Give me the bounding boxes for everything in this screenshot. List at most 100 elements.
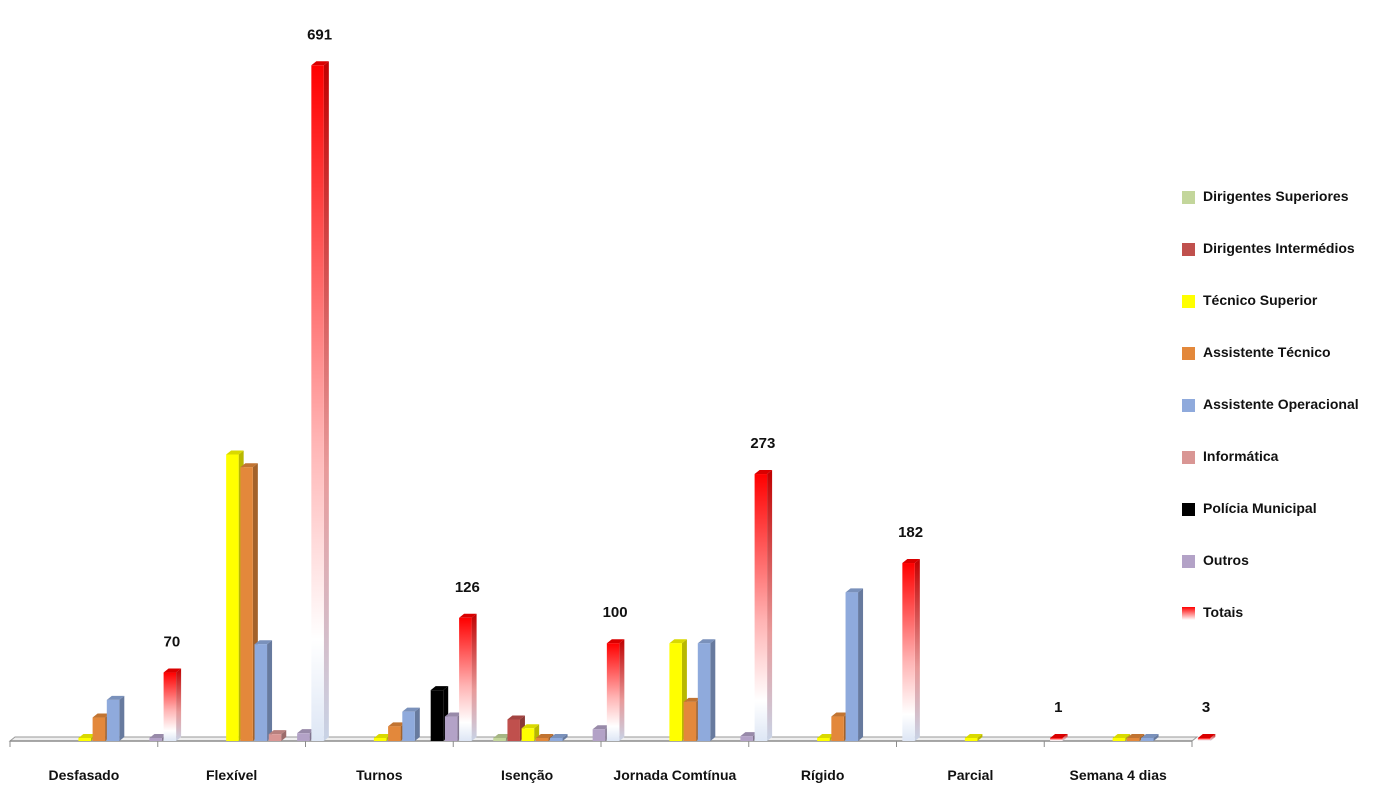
bar-front (311, 65, 324, 742)
legend-label: Técnico Superior (1203, 292, 1318, 308)
legend-swatch-dirigentes-intermedios (1182, 243, 1195, 256)
legend-item-totais: Totais (1180, 598, 1392, 650)
bar-top (226, 450, 244, 455)
legend-label: Totais (1203, 604, 1244, 620)
bar-front (831, 716, 844, 741)
bar-top (902, 559, 920, 564)
bar-front (845, 592, 859, 741)
legend-item-tecnico-superior: Técnico Superior (1180, 286, 1392, 338)
bar-side (119, 695, 125, 741)
legend-swatch-assistente-tecnico (1182, 347, 1195, 360)
bar-top (831, 712, 849, 717)
bar-side (471, 613, 477, 741)
legend-swatch-totais (1182, 607, 1195, 620)
bar-side (176, 668, 182, 741)
bar-front (754, 474, 768, 741)
bar-front (740, 736, 753, 741)
x-tick-label: Jornada Comtínua (613, 767, 736, 783)
legend-swatch-assistente-operacional (1182, 399, 1195, 412)
x-tick-label: Parcial (947, 767, 993, 783)
bar-top (493, 734, 511, 738)
bar-top (592, 725, 611, 730)
bar-side (1153, 734, 1159, 741)
bar-totais-jornada-comtinua (754, 470, 773, 741)
bar-front (964, 738, 978, 741)
bar-top (430, 686, 449, 691)
bar-side (1210, 734, 1216, 741)
bar-top (402, 707, 420, 712)
bar-top (297, 729, 315, 734)
x-tick-label: Semana 4 dias (1069, 767, 1166, 783)
legend-label: Dirigentes Intermédios (1203, 240, 1355, 256)
bar-top (521, 724, 540, 729)
bar-front (92, 717, 106, 741)
bar-front (297, 733, 310, 741)
bar-top (1141, 734, 1159, 738)
bar-front (402, 711, 415, 741)
bar-top (740, 732, 758, 737)
bar-front (1126, 738, 1140, 741)
bar-front (254, 644, 268, 741)
bar-tecnico-superior-isencao (521, 724, 540, 741)
bar-top (697, 639, 716, 644)
data-label: 1 (1054, 699, 1062, 716)
bar-side (414, 707, 420, 741)
bar-front (1141, 738, 1154, 741)
bar-totais-parcial (1050, 734, 1068, 741)
legend-item-informatica: Informática (1180, 442, 1392, 494)
data-label: 126 (455, 579, 480, 596)
legend: Dirigentes Superiores Dirigentes Intermé… (1180, 182, 1392, 650)
bar-front (268, 734, 282, 741)
legend-label: Dirigentes Superiores (1203, 188, 1349, 204)
bar-top (683, 697, 702, 702)
bar-side (619, 639, 625, 741)
bar-assistente-operacional-jornada-comtinua (697, 639, 716, 741)
bar-assistente-operacional-desfasado (106, 695, 125, 741)
bar-top (845, 588, 864, 593)
bar-front (902, 563, 915, 741)
bar-front (669, 643, 682, 741)
bar-front (444, 716, 458, 741)
bar-top (78, 734, 96, 738)
data-label: 3 (1202, 699, 1210, 716)
bar-side (281, 730, 287, 741)
bar-top (373, 734, 392, 738)
legend-item-assistente-tecnico: Assistente Técnico (1180, 338, 1392, 390)
legend-item-assistente-operacional: Assistente Operacional (1180, 390, 1392, 442)
bar-front (430, 690, 444, 741)
bar-top (507, 715, 525, 720)
data-label: 691 (307, 26, 332, 43)
bar-front (606, 643, 620, 741)
bar-front (697, 643, 711, 741)
legend-swatch-outros (1182, 555, 1195, 568)
bar-assistente-operacional-semana-4-dias (1141, 734, 1159, 741)
legend-label: Polícia Municipal (1203, 500, 1317, 516)
bar-front (373, 738, 387, 741)
bar-front (1197, 738, 1211, 741)
bar-top (964, 734, 983, 738)
bar-top (92, 713, 111, 718)
bar-top (149, 734, 167, 738)
bar-side (267, 640, 273, 741)
bar-top (1197, 734, 1216, 738)
legend-label: Outros (1203, 552, 1249, 568)
data-label: 182 (898, 524, 923, 541)
bar-top (817, 734, 835, 738)
bar-front (149, 738, 162, 741)
bar-front (388, 726, 401, 741)
bar-side (914, 559, 920, 741)
data-label: 273 (750, 435, 775, 452)
legend-swatch-policia-municipal (1182, 503, 1195, 516)
bar-top (754, 470, 773, 475)
bar-side (562, 734, 568, 741)
bar-top (163, 668, 182, 673)
legend-item-policia-municipal: Polícia Municipal (1180, 494, 1392, 546)
x-tick-label: Desfasado (48, 767, 119, 783)
bar-policia-municipal-turnos (430, 686, 449, 741)
bar-front (592, 729, 606, 741)
legend-item-dirigentes-intermedios: Dirigentes Intermédios (1180, 234, 1392, 286)
bar-top (444, 712, 463, 717)
bar-totais-isencao (606, 639, 625, 741)
bar-front (240, 467, 253, 741)
bar-top (311, 61, 329, 66)
